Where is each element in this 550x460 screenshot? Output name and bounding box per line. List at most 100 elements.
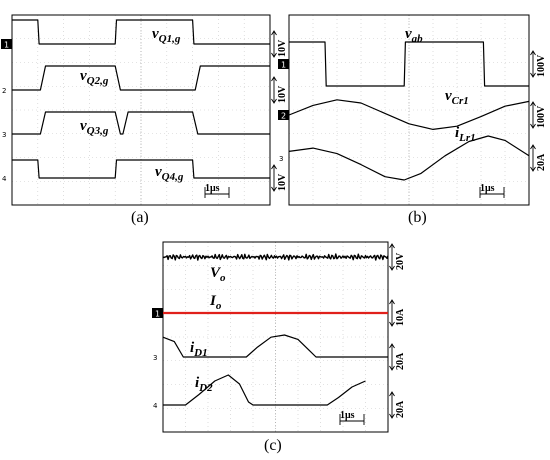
scale-label-text: 20A xyxy=(395,352,406,370)
trace-label-main: v xyxy=(405,26,412,42)
scale-arrow-head-up xyxy=(271,164,277,170)
channel-marker-label: 1 xyxy=(4,41,9,50)
caption-a: (a) xyxy=(131,209,149,226)
channel-marker-label: 1 xyxy=(155,310,160,319)
channel-marker-3: 3 xyxy=(279,155,283,163)
trace-label-id2: iD2 xyxy=(195,375,213,394)
scale-arrow-head-down xyxy=(271,186,277,192)
scale-arrow-head-down xyxy=(389,365,395,371)
channel-marker-label: 3 xyxy=(279,155,283,163)
scale-label-text: 20A xyxy=(395,400,406,418)
scale-vo: 20V xyxy=(389,243,406,271)
channel-marker-3: 3 xyxy=(2,131,6,139)
time-scale-marker: 1μs xyxy=(339,410,365,425)
scale-vq2g: 10V xyxy=(271,76,288,104)
channel-marker-4: 4 xyxy=(153,402,158,410)
trace-vq3g xyxy=(12,111,270,135)
trace-label-vq4g: vQ4,g xyxy=(155,164,184,183)
trace-label-main: v xyxy=(152,26,159,42)
trace-label-vab: vab xyxy=(405,26,423,45)
scale-arrow-head-up xyxy=(271,76,277,82)
scale-label-text: 10V xyxy=(277,173,288,191)
trace-label-vcr1: vCr1 xyxy=(445,88,469,107)
scale-arrow-head-up xyxy=(530,144,536,150)
trace-label-sub: Q4,g xyxy=(162,171,184,183)
scale-label-text: 100V xyxy=(536,105,547,128)
scale-arrow-head-up xyxy=(271,30,277,36)
scale-arrow-head-up xyxy=(389,243,395,249)
trace-label-ilr1: iLr1 xyxy=(455,125,476,144)
channel-marker-label: 2 xyxy=(281,112,286,121)
trace-label-id1: iD1 xyxy=(190,340,208,359)
channel-marker-label: 1 xyxy=(281,61,286,70)
trace-vab xyxy=(289,41,529,87)
trace-label-vq3g: vQ3,g xyxy=(80,118,109,137)
scale-ilr1: 20A xyxy=(530,144,547,172)
trace-label-main: v xyxy=(155,164,162,180)
trace-ilr1 xyxy=(288,135,530,181)
channel-marker-label: 3 xyxy=(153,354,157,362)
trace-vcr1 xyxy=(288,99,530,130)
scale-arrow-head-up xyxy=(389,299,395,305)
trace-label-main: v xyxy=(80,68,87,84)
time-scale-label: 1μs xyxy=(340,410,355,421)
plot-frame xyxy=(11,14,271,206)
trace-label-main: I xyxy=(209,293,217,309)
trace-label-vq1g: vQ1,g xyxy=(152,26,181,45)
trace-label-sub: D2 xyxy=(198,382,213,394)
scale-label-text: 20V xyxy=(395,252,406,270)
scale-vq1g: 10V xyxy=(271,30,288,58)
trace-label-sub: Q2,g xyxy=(87,75,109,87)
trace-label-sub: Q3,g xyxy=(87,125,109,137)
scale-arrow-head-down xyxy=(389,265,395,271)
trace-vq2g xyxy=(12,65,270,91)
scale-arrow-head-down xyxy=(389,413,395,419)
scale-arrow-head-down xyxy=(271,52,277,58)
trace-label-main: v xyxy=(80,118,87,134)
trace-label-main: i xyxy=(455,125,460,141)
channel-marker-1: 1 xyxy=(152,308,163,319)
time-scale-marker: 1μs xyxy=(204,183,230,198)
trace-vo xyxy=(162,253,389,261)
scale-arrow-head-down xyxy=(530,123,536,129)
channel-marker-1: 1 xyxy=(278,59,289,70)
scale-label-text: 10A xyxy=(395,308,406,326)
channel-marker-label: 4 xyxy=(2,175,7,183)
trace-label-sub: o xyxy=(216,300,222,312)
scale-arrow-head-up xyxy=(389,391,395,397)
trace-label-sub: Lr1 xyxy=(458,132,476,144)
trace-label-main: i xyxy=(195,375,200,391)
trace-label-main: v xyxy=(445,88,452,104)
channel-marker-box xyxy=(1,39,12,49)
channel-marker-label: 3 xyxy=(2,131,6,139)
scale-arrow-head-up xyxy=(530,101,536,107)
trace-id2 xyxy=(163,374,366,406)
trace-label-sub: D1 xyxy=(193,347,207,359)
scale-label-text: 10V xyxy=(277,39,288,57)
scale-label-text: 20A xyxy=(536,153,547,171)
trace-id1 xyxy=(162,334,388,358)
time-scale-marker: 1μs xyxy=(479,183,505,198)
trace-label-vq2g: vQ2,g xyxy=(80,68,109,87)
scale-vcr1: 100V xyxy=(530,101,547,129)
scale-arrow-head-up xyxy=(530,50,536,56)
trace-label-vo: Vo xyxy=(210,265,226,284)
scale-arrow-head-up xyxy=(389,343,395,349)
trace-label-io: Io xyxy=(209,293,222,312)
time-scale-label: 1μs xyxy=(480,183,495,194)
scale-label-text: 10V xyxy=(277,85,288,103)
channel-marker-2: 2 xyxy=(2,87,6,95)
trace-vq4g xyxy=(12,159,270,179)
channel-marker-3: 3 xyxy=(153,354,157,362)
channel-marker-label: 4 xyxy=(153,402,158,410)
caption-c: (c) xyxy=(264,437,282,454)
caption-b: (b) xyxy=(408,209,427,226)
scale-arrow-head-down xyxy=(530,166,536,172)
scale-arrow-head-down xyxy=(271,98,277,104)
trace-label-sub: Cr1 xyxy=(452,95,469,107)
scale-arrow-head-down xyxy=(389,321,395,327)
channel-marker-4: 4 xyxy=(2,175,7,183)
